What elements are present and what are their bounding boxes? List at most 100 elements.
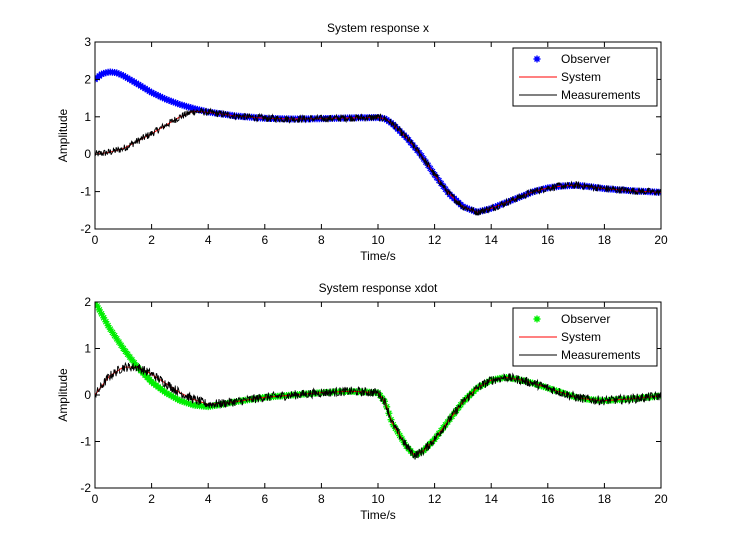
observer-point bbox=[106, 325, 114, 333]
x-tick-label: 6 bbox=[261, 492, 268, 506]
x-tick-label: 18 bbox=[598, 492, 612, 506]
observer-point bbox=[150, 90, 158, 98]
y-tick-label: 2 bbox=[84, 72, 91, 86]
observer-point bbox=[156, 93, 164, 101]
observer-point bbox=[98, 310, 106, 318]
observer-point bbox=[111, 332, 119, 340]
subplot-system-response-x: System response x Time/s Amplitude 0 2 4 6 8… bbox=[56, 21, 668, 263]
observer-point bbox=[102, 318, 110, 326]
series-measurements bbox=[95, 107, 661, 216]
subplot-title: System response x bbox=[327, 21, 429, 35]
observer-point bbox=[113, 335, 121, 343]
observer-point bbox=[174, 100, 182, 108]
observer-point bbox=[124, 350, 132, 358]
plot-area bbox=[95, 302, 661, 460]
observer-point bbox=[104, 322, 112, 330]
x-tick-label: 12 bbox=[428, 233, 442, 247]
observer-point bbox=[115, 70, 123, 78]
x-axis-label: Time/s bbox=[360, 249, 396, 263]
series-measurements bbox=[95, 361, 661, 460]
observer-point bbox=[148, 88, 156, 96]
y-tick-label: 0 bbox=[84, 388, 91, 402]
observer-point bbox=[152, 91, 160, 99]
legend-label: Observer bbox=[561, 312, 610, 326]
x-tick-label: 18 bbox=[598, 233, 612, 247]
observer-point bbox=[121, 347, 129, 355]
x-tick-label: 10 bbox=[371, 492, 385, 506]
x-tick-label: 10 bbox=[371, 233, 385, 247]
x-tick-label: 8 bbox=[318, 492, 325, 506]
observer-point bbox=[126, 353, 134, 361]
legend-label: System bbox=[561, 70, 601, 84]
observer-point bbox=[130, 359, 138, 367]
observer-point bbox=[167, 392, 175, 400]
observer-point bbox=[167, 97, 175, 105]
y-tick-label: 3 bbox=[84, 35, 91, 49]
subplot-title: System response xdot bbox=[319, 281, 438, 295]
plot-area bbox=[95, 68, 661, 216]
y-tick-label: 2 bbox=[84, 295, 91, 309]
legend: Observer System Measurements bbox=[512, 307, 658, 367]
observer-point bbox=[115, 338, 123, 346]
observer-point bbox=[158, 94, 166, 102]
observer-point bbox=[163, 96, 171, 104]
observer-point bbox=[185, 399, 193, 407]
series-system bbox=[95, 110, 661, 213]
observer-point bbox=[119, 345, 127, 352]
y-tick-label: 1 bbox=[84, 342, 91, 356]
observer-point bbox=[95, 302, 101, 310]
observer-point bbox=[169, 393, 177, 401]
observer-point bbox=[178, 397, 186, 405]
x-tick-label: 16 bbox=[541, 492, 555, 506]
observer-point bbox=[169, 98, 177, 106]
observer-point bbox=[128, 356, 136, 364]
legend-label: System bbox=[561, 330, 601, 344]
observer-point bbox=[95, 306, 103, 314]
y-tick-label: 0 bbox=[84, 147, 91, 161]
x-axis-label: Time/s bbox=[360, 508, 396, 522]
observer-point bbox=[98, 70, 106, 78]
y-tick-label: 1 bbox=[84, 110, 91, 124]
y-tick-label: -1 bbox=[80, 435, 91, 449]
legend-label: Observer bbox=[561, 52, 610, 66]
x-tick-label: 16 bbox=[541, 233, 555, 247]
y-tick-label: -1 bbox=[80, 185, 91, 199]
observer-point bbox=[113, 69, 121, 77]
observer-point bbox=[154, 92, 162, 100]
series-system bbox=[95, 366, 661, 457]
y-axis-label: Amplitude bbox=[56, 368, 70, 422]
x-tick-label: 20 bbox=[654, 492, 668, 506]
x-tick-label: 4 bbox=[205, 492, 212, 506]
x-tick-label: 4 bbox=[205, 233, 212, 247]
observer-point bbox=[165, 390, 173, 398]
legend-marker bbox=[533, 315, 541, 323]
legend-marker bbox=[533, 55, 541, 63]
x-tick-label: 12 bbox=[428, 492, 442, 506]
x-tick-label: 2 bbox=[148, 233, 155, 247]
observer-point bbox=[163, 389, 171, 397]
observer-point bbox=[182, 399, 190, 407]
y-tick-label: -2 bbox=[80, 481, 91, 495]
observer-point bbox=[117, 71, 125, 79]
x-tick-label: 0 bbox=[92, 233, 99, 247]
observer-point bbox=[100, 314, 108, 322]
x-tick-label: 20 bbox=[654, 233, 668, 247]
subplot-system-response-xdot: System response xdot Time/s Amplitude 0 2… bbox=[56, 281, 668, 522]
observer-point bbox=[176, 397, 184, 405]
observer-point bbox=[187, 400, 195, 408]
x-tick-label: 6 bbox=[261, 233, 268, 247]
legend-label: Measurements bbox=[561, 88, 640, 102]
x-tick-label: 14 bbox=[485, 492, 499, 506]
x-tick-label: 0 bbox=[92, 492, 99, 506]
observer-point bbox=[174, 395, 182, 403]
x-tick-label: 8 bbox=[318, 233, 325, 247]
legend-label: Measurements bbox=[561, 348, 640, 362]
observer-point bbox=[117, 341, 125, 349]
x-tick-label: 14 bbox=[485, 233, 499, 247]
legend: Observer System Measurements bbox=[512, 47, 658, 107]
y-tick-label: -2 bbox=[80, 222, 91, 236]
x-tick-label: 2 bbox=[148, 492, 155, 506]
observer-point bbox=[108, 328, 116, 336]
observer-point bbox=[165, 96, 173, 104]
